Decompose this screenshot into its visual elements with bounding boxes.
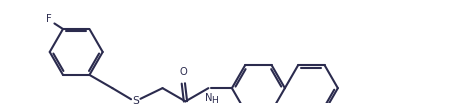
Text: F: F (46, 14, 51, 24)
Text: S: S (132, 96, 139, 106)
Text: N: N (204, 93, 212, 103)
Text: O: O (179, 67, 187, 77)
Text: H: H (211, 96, 218, 106)
